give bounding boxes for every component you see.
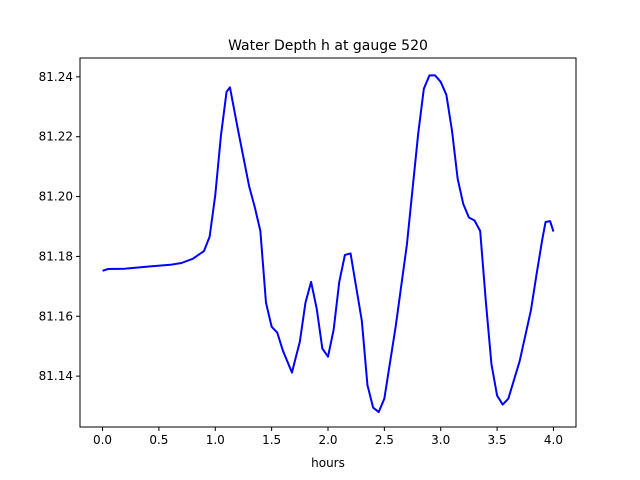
y-tick-label: 81.16	[39, 309, 73, 323]
y-tick-label: 81.24	[39, 70, 73, 84]
x-tick-label: 2.5	[375, 433, 394, 447]
x-tick-label: 0.0	[93, 433, 112, 447]
x-tick-label: 1.0	[206, 433, 225, 447]
x-tick-label: 0.5	[149, 433, 168, 447]
x-tick-label: 2.0	[318, 433, 337, 447]
x-tick-label: 4.0	[544, 433, 563, 447]
plot-area	[102, 74, 555, 414]
x-tick-label: 3.0	[431, 433, 450, 447]
x-axis-ticks: 0.0 0.5 1.0 1.5 2.0 2.5 3.0 3.5 4.0	[93, 427, 563, 447]
x-axis-label: hours	[311, 456, 345, 470]
y-tick-label: 81.18	[39, 249, 73, 263]
y-tick-label: 81.22	[39, 130, 73, 144]
x-tick-label: 1.5	[262, 433, 281, 447]
series-line-0	[102, 74, 555, 414]
x-tick-label: 3.5	[488, 433, 507, 447]
chart-title: Water Depth h at gauge 520	[228, 38, 428, 54]
y-axis-ticks: 81.14 81.16 81.18 81.20 81.22 81.24	[39, 70, 80, 383]
y-tick-label: 81.20	[39, 190, 73, 204]
y-tick-label: 81.14	[39, 369, 73, 383]
